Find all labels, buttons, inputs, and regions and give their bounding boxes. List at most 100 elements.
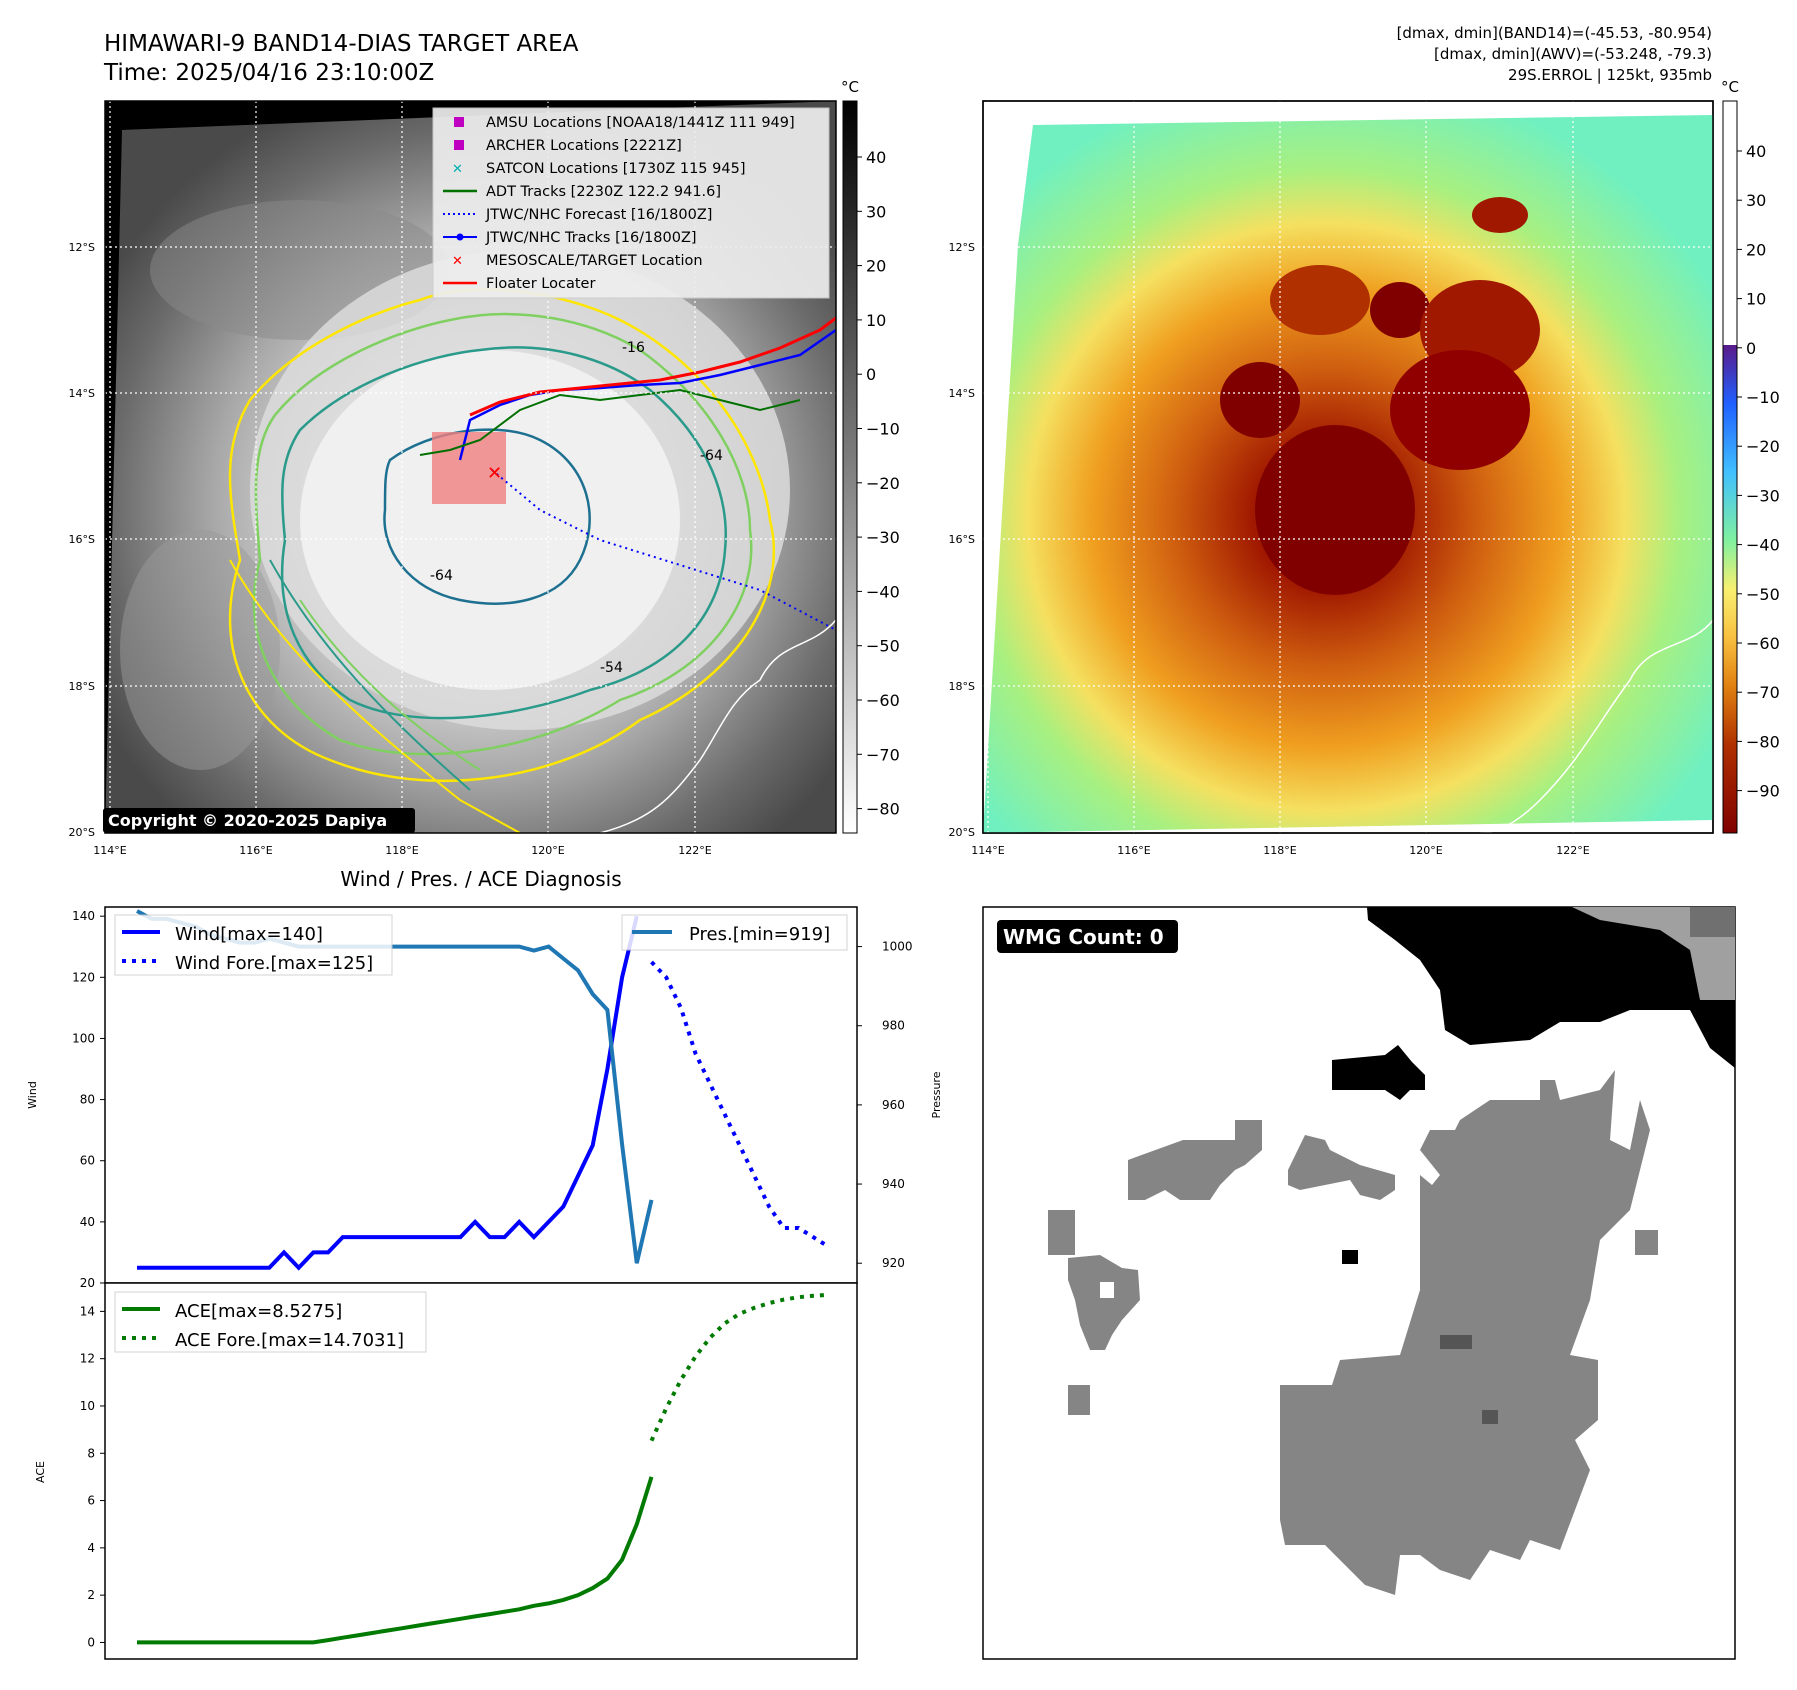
ace-tick-label: 2 (87, 1588, 95, 1602)
wmg-gray-region (1280, 1070, 1650, 1595)
ir-colorbar-label: 10 (866, 311, 886, 330)
ir-colorbar-label: −50 (866, 637, 900, 656)
contour-label-2: -54 (600, 660, 623, 676)
legend-item: ✕ SATCON Locations [1730Z 115 945] (452, 161, 745, 177)
diagnosis-title: Wind / Pres. / ACE Diagnosis (340, 867, 621, 891)
wind-legend-label: Wind[max=140] (175, 924, 323, 945)
enh-lon-122: 122°E (1556, 844, 1589, 857)
pres-tick-label: 920 (882, 1256, 905, 1270)
figure-time: Time: 2025/04/16 23:10:00Z (103, 60, 434, 86)
ace-legend: ACE[max=8.5275] ACE Fore.[max=14.7031] (114, 1291, 427, 1353)
ace-chart: 0 2 4 6 8 10 12 14 ACE ACE[max=8.5275] ACE Fore… (34, 1282, 858, 1660)
wmg-black-region (1367, 907, 1735, 1068)
legend-label: Floater Locater (486, 276, 595, 292)
ir-colorbar-label: −20 (866, 474, 900, 493)
contour-label-1: -64 (430, 568, 453, 584)
ir-colorbar-label: −60 (866, 691, 900, 710)
ir-lat-16s: 16°S (69, 533, 95, 546)
jtwc-track-line (458, 328, 836, 461)
enh-lat-20s: 20°S (949, 826, 975, 839)
wind-tick-label: 140 (72, 909, 95, 923)
ir-colorbar-label: −70 (866, 745, 900, 764)
legend-marker-dot (456, 233, 464, 241)
dmax-awv: [dmax, dmin](AWV)=(-53.248, -79.3) (1434, 45, 1712, 63)
ir-lat-20s: 20°S (69, 826, 95, 839)
enh-lon-labels: 114°E 116°E 118°E 120°E 122°E (971, 844, 1589, 857)
enh-lat-16s: 16°S (949, 533, 975, 546)
copyright-box (103, 808, 415, 833)
ir-lat-12s: 12°S (69, 241, 95, 254)
series-wind (137, 915, 639, 1271)
map-legend: AMSU Locations [NOAA18/1441Z 111 949] ARC… (432, 107, 830, 299)
ace-tick-label: 0 (87, 1635, 95, 1649)
wmg-count-box (997, 920, 1178, 953)
legend-marker-square (454, 140, 464, 150)
pres-legend: Pres.[min=919] (621, 914, 848, 951)
enh-colorbar-label: −30 (1746, 486, 1780, 505)
wind-tick-label: 100 (72, 1031, 95, 1045)
enh-colorbar-label: −60 (1746, 634, 1780, 653)
enh-lat-18s: 18°S (949, 680, 975, 693)
wind-tick-label: 60 (80, 1154, 95, 1168)
pres-tick-label: 980 (882, 1019, 905, 1033)
legend-marker-x: ✕ (452, 254, 463, 269)
ir-lat-labels: 12°S 14°S 16°S 18°S 20°S (69, 241, 95, 839)
pres-tick-label: 1000 (882, 940, 913, 954)
wind-tick-label: 40 (80, 1215, 95, 1229)
contour-label-3: -64 (700, 448, 723, 464)
eye-core (1255, 425, 1415, 595)
pres-legend-label: Pres.[min=919] (689, 924, 830, 945)
enh-colorbar-label: 20 (1746, 240, 1766, 259)
enh-colorbar-label: −20 (1746, 437, 1780, 456)
enh-lat-12s: 12°S (949, 241, 975, 254)
wind-axis-label: Wind (26, 1081, 39, 1109)
ace-tick-label: 8 (87, 1446, 95, 1460)
storm-info: 29S.ERROL | 125kt, 935mb (1508, 66, 1712, 84)
enh-lon-118: 118°E (1263, 844, 1296, 857)
ir-lon-118: 118°E (385, 844, 418, 857)
legend-item: Floater Locater (443, 276, 595, 292)
pressure-axis-label: Pressure (930, 1071, 943, 1118)
wind-tick-label: 20 (80, 1276, 95, 1290)
enh-colorbar-unit: °C (1721, 78, 1739, 96)
enh-colorbar-label: −90 (1746, 782, 1780, 801)
floater-track-line (469, 316, 836, 417)
contour-teal-outer (280, 346, 727, 720)
series-ace (137, 1476, 654, 1645)
enh-colorbar-label: 40 (1746, 142, 1766, 161)
ir-lat-18s: 18°S (69, 680, 95, 693)
legend-label: AMSU Locations [NOAA18/1441Z 111 949] (486, 115, 795, 131)
enh-colorbar-label: 0 (1746, 339, 1756, 358)
ir-colorbar-label: 0 (866, 365, 876, 384)
ir-colorbar-label: 30 (866, 202, 886, 221)
legend-label: JTWC/NHC Tracks [16/1800Z] (485, 230, 697, 246)
enh-lat-labels: 12°S 14°S 16°S 18°S 20°S (949, 241, 975, 839)
enh-lon-120: 120°E (1409, 844, 1442, 857)
wmg-count-text: WMG Count: 0 (1003, 925, 1164, 949)
pres-tick-label: 940 (882, 1177, 905, 1191)
ir-colorbar: °C 40 30 20 10 0 −10 −20 −30 −40 −50 −60 −70 −80 (841, 78, 900, 834)
ir-lon-120: 120°E (531, 844, 564, 857)
copyright-text: Copyright © 2020-2025 Dapiya (108, 811, 387, 830)
contour-inner (383, 428, 591, 605)
contour-label-4: -16 (622, 340, 645, 356)
wind-legend: Wind[max=140] Wind Fore.[max=125] (114, 914, 393, 976)
wmg-panel: WMG Count: 0 (982, 906, 1736, 1660)
enh-colorbar-label: 10 (1746, 290, 1766, 309)
enh-colorbar-label: −70 (1746, 683, 1780, 702)
legend-item: AMSU Locations [NOAA18/1441Z 111 949] (454, 115, 795, 131)
ir-colorbar-label: 20 (866, 257, 886, 276)
ir-lon-114: 114°E (93, 844, 126, 857)
legend-item: ARCHER Locations [2221Z] (454, 138, 682, 154)
legend-item: ✕ MESOSCALE/TARGET Location (452, 253, 703, 269)
enh-colorbar-label: 30 (1746, 191, 1766, 210)
ir-colorbar-label: −30 (866, 528, 900, 547)
ace-tick-label: 4 (87, 1541, 95, 1555)
legend-item: JTWC/NHC Tracks [16/1800Z] (443, 230, 697, 246)
ir-colorbar-label: −80 (866, 800, 900, 819)
legend-label: MESOSCALE/TARGET Location (486, 253, 703, 269)
pres-tick-label: 960 (882, 1098, 905, 1112)
ir-lat-14s: 14°S (69, 387, 95, 400)
enh-colorbar: °C 40 30 20 10 0 −10 −20 −30 −40 −50 −60 −70 −80 −90 (1721, 78, 1780, 834)
